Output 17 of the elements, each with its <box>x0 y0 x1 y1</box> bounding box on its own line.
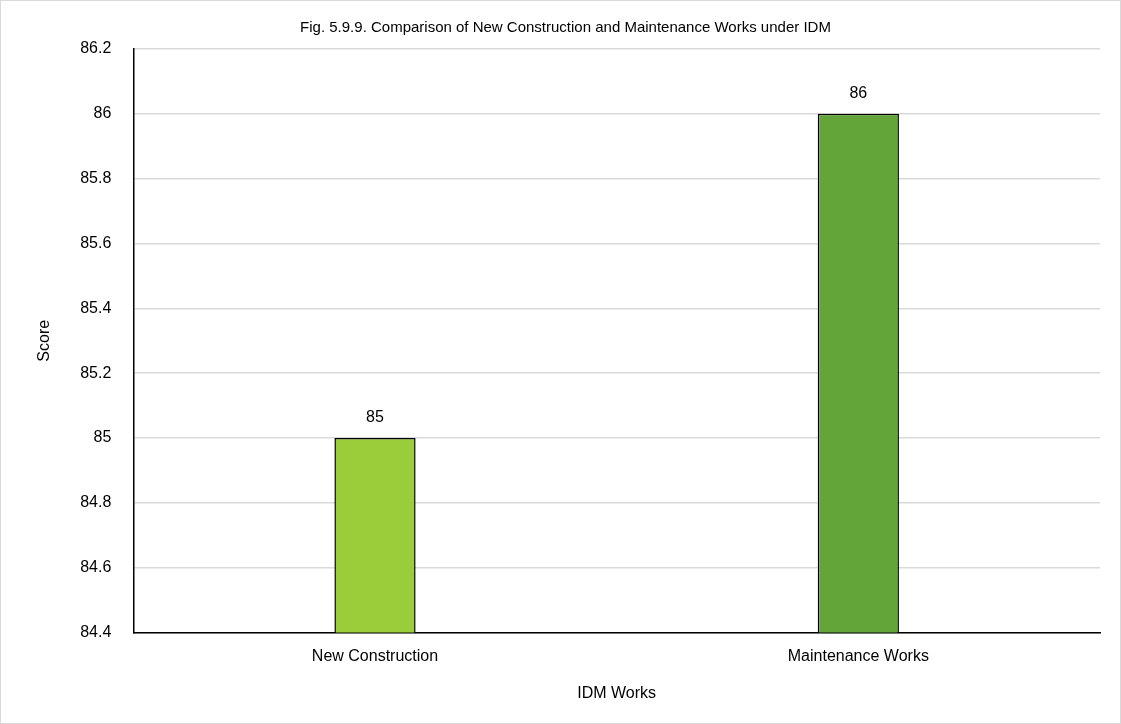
y-tick-label: 85.4 <box>80 298 112 316</box>
y-tick-label: 85.8 <box>80 169 112 187</box>
x-tick-label: Maintenance Works <box>787 646 929 664</box>
y-axis-title: Score <box>35 319 53 362</box>
x-axis-title: IDM Works <box>577 683 657 701</box>
y-tick-label: 84.8 <box>80 493 112 511</box>
y-tick-label: 86.2 <box>80 39 112 57</box>
y-tick-label: 84.6 <box>80 558 112 576</box>
y-tick-label: 85.6 <box>80 233 112 251</box>
data-label: 85 <box>366 408 385 426</box>
data-label: 86 <box>849 84 868 102</box>
x-tick-label: New Construction <box>311 646 439 664</box>
y-tick-label: 85 <box>93 428 112 446</box>
y-tick-label: 85.2 <box>80 363 112 381</box>
y-tick-label: 84.4 <box>80 623 112 641</box>
chart-title: Fig. 5.9.9. Comparison of New Construction and Maintenance Works under IDM <box>300 18 831 36</box>
y-tick-label: 86 <box>93 104 112 122</box>
